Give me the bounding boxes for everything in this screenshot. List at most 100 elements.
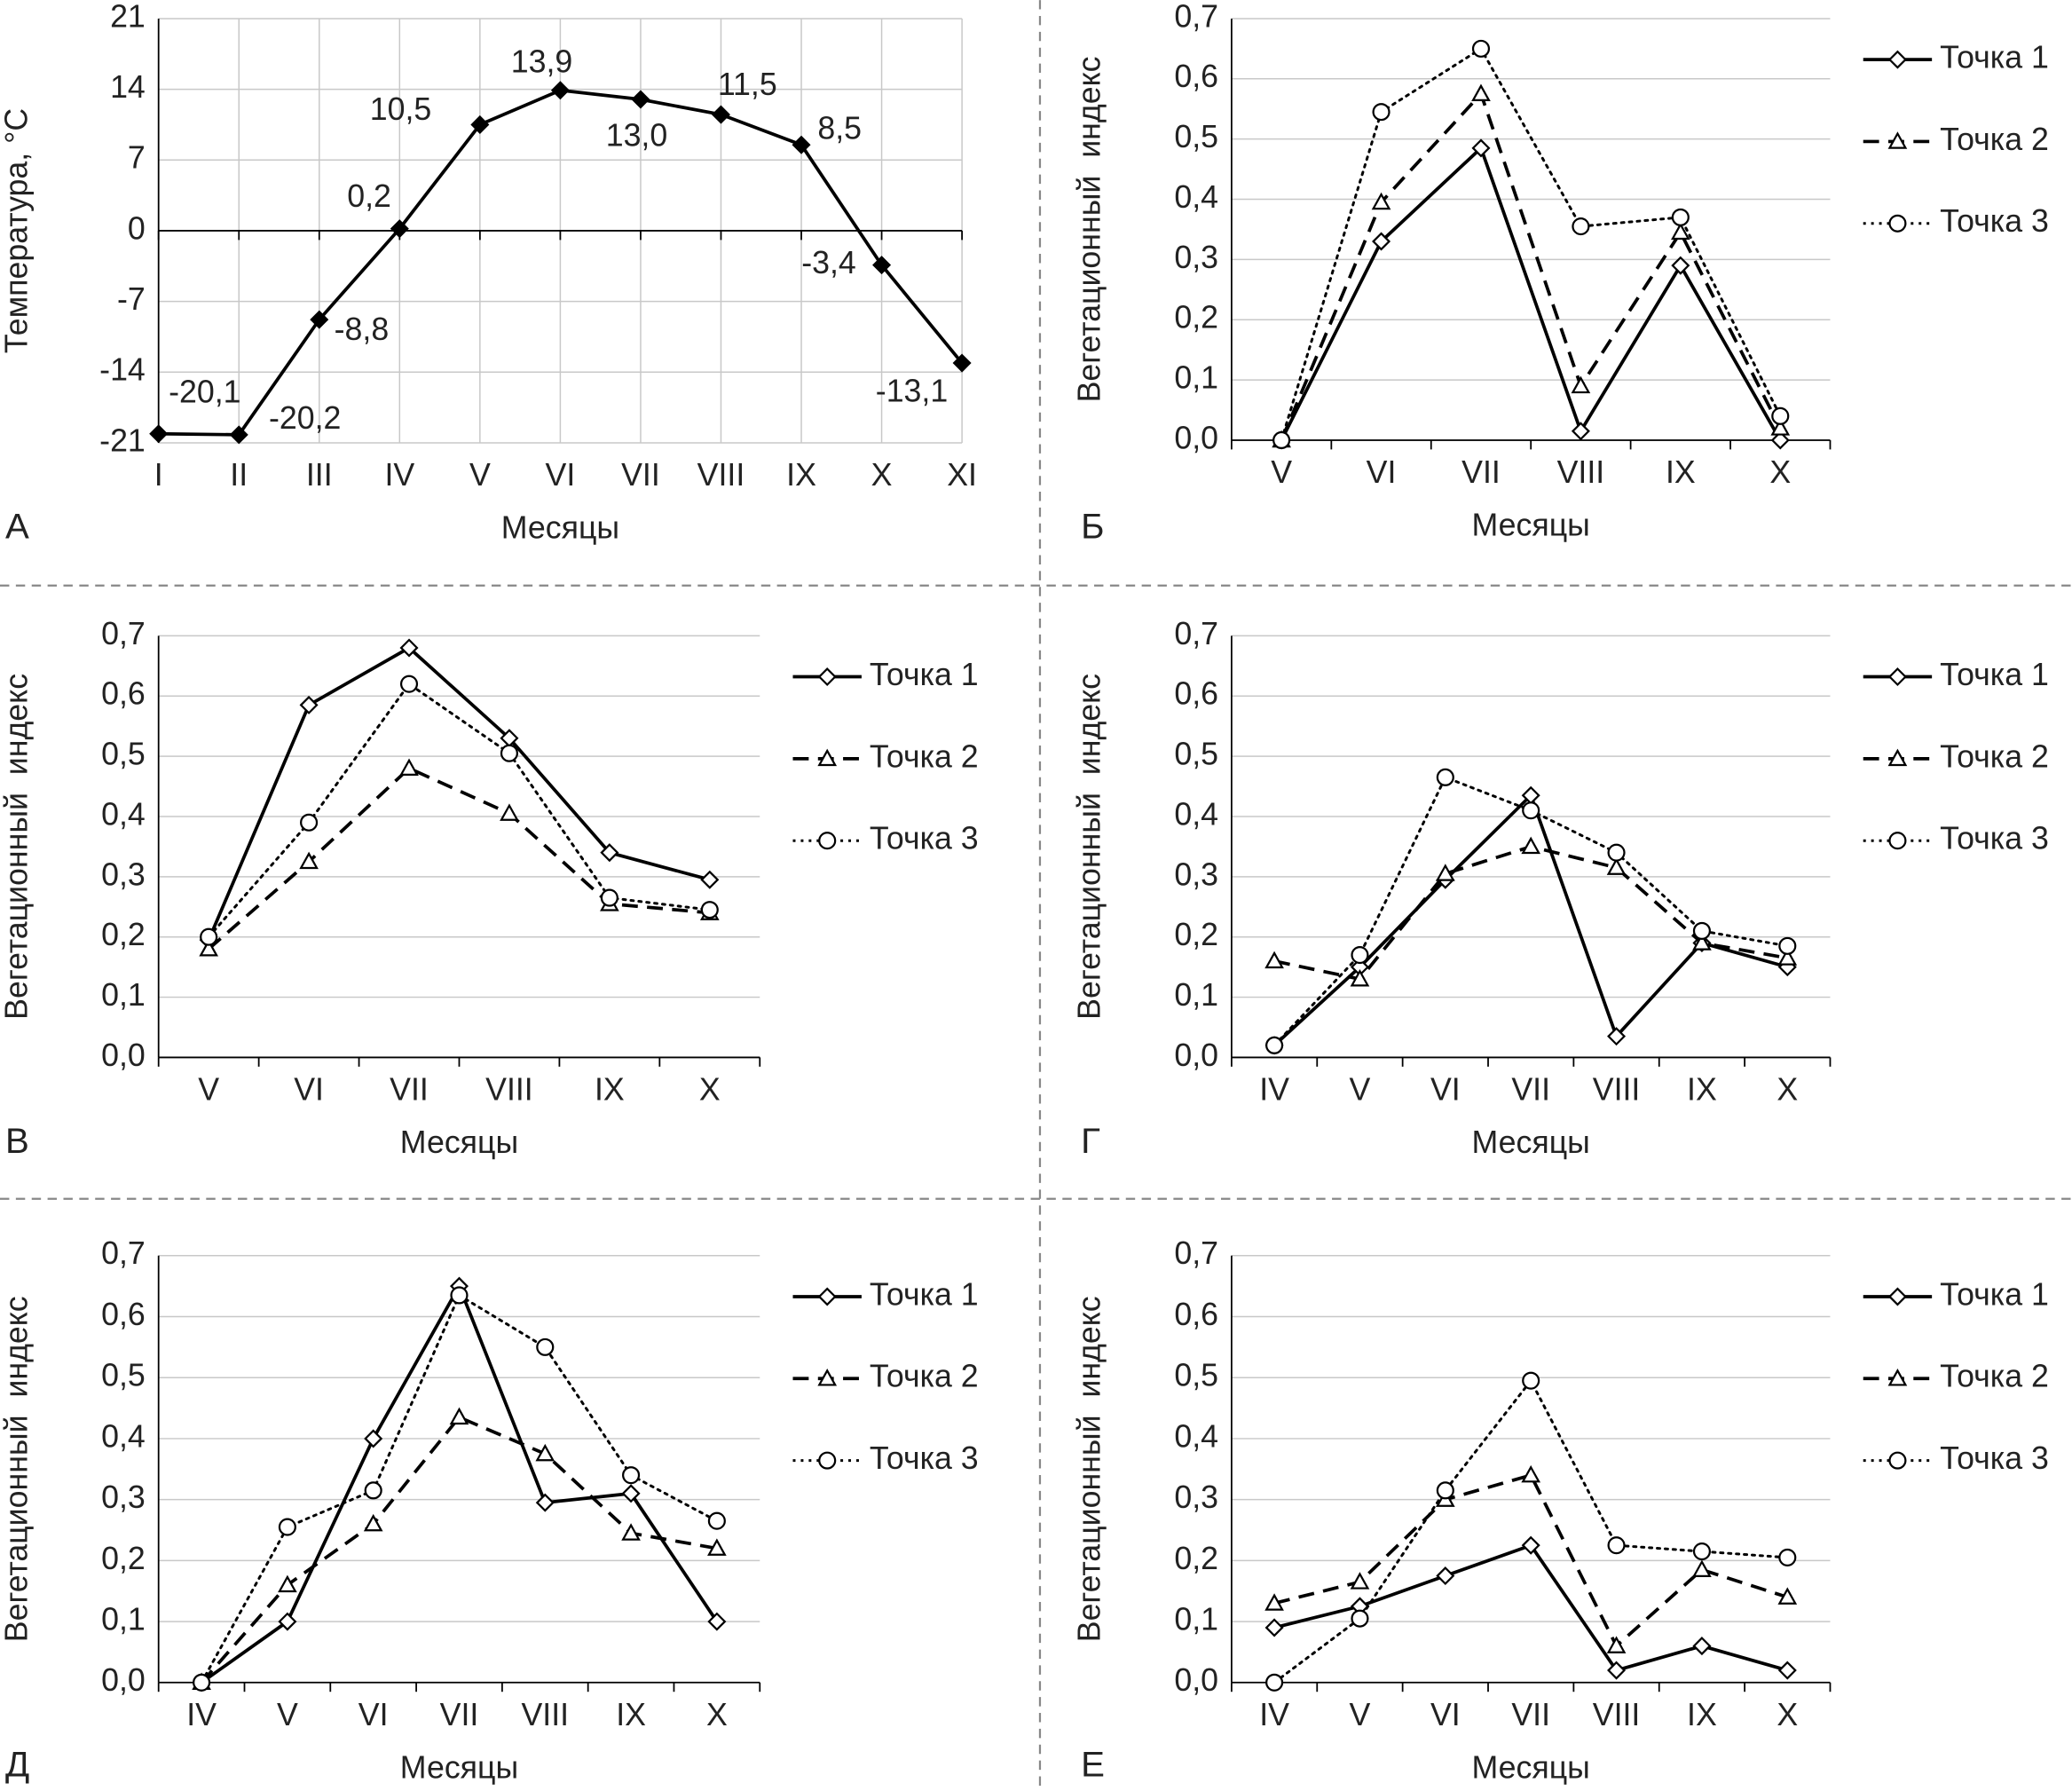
legend-marker bbox=[1887, 1287, 1907, 1306]
marker bbox=[149, 424, 169, 444]
marker bbox=[1265, 1673, 1284, 1692]
marker bbox=[299, 851, 319, 870]
y-axis-label: Вегетационный индекс bbox=[1071, 1296, 1107, 1642]
x-tick-label: V bbox=[1350, 1697, 1371, 1732]
x-tick-label: IX bbox=[1687, 1072, 1717, 1108]
marker bbox=[1770, 430, 1790, 450]
marker bbox=[1264, 951, 1284, 969]
x-tick-label: IX bbox=[616, 1697, 646, 1732]
marker bbox=[1272, 430, 1291, 450]
y-tick-label: 0,5 bbox=[1174, 737, 1218, 772]
series-line bbox=[1280, 91, 1782, 441]
x-tick-label: X bbox=[1777, 1072, 1798, 1108]
y-tick-label: 0,1 bbox=[1174, 1602, 1218, 1637]
data-label: -13,1 bbox=[876, 374, 948, 409]
y-tick-label: 0,4 bbox=[101, 796, 146, 832]
y-tick-label: 7 bbox=[128, 140, 146, 176]
marker bbox=[1571, 375, 1591, 394]
marker bbox=[1351, 1609, 1369, 1628]
panel-label: Г bbox=[1081, 1121, 1100, 1161]
marker bbox=[363, 1513, 383, 1532]
legend-marker bbox=[818, 1451, 837, 1470]
marker bbox=[1436, 1481, 1454, 1500]
y-tick-label: 0,4 bbox=[1174, 796, 1218, 832]
marker bbox=[1778, 1548, 1797, 1566]
y-tick-label: 0,3 bbox=[1174, 1479, 1218, 1515]
marker bbox=[550, 81, 570, 100]
marker bbox=[1265, 1036, 1284, 1054]
y-tick-label: 0,6 bbox=[1174, 59, 1218, 94]
x-axis-label: Месяцы bbox=[501, 510, 619, 546]
x-tick-label: V bbox=[198, 1072, 219, 1108]
x-tick-label: VIII bbox=[1593, 1697, 1641, 1732]
marker bbox=[792, 135, 811, 154]
marker bbox=[1350, 1572, 1370, 1590]
x-axis-label: Месяцы bbox=[1472, 508, 1590, 543]
x-tick-label: X bbox=[1769, 454, 1791, 490]
marker bbox=[399, 638, 419, 658]
data-label: -8,8 bbox=[335, 312, 390, 347]
data-label: 13,9 bbox=[511, 43, 573, 79]
data-label: 0,2 bbox=[347, 178, 391, 214]
marker bbox=[364, 1481, 382, 1500]
series-line bbox=[1272, 1377, 1789, 1684]
legend-label: Точка 1 bbox=[1940, 1276, 2049, 1312]
x-tick-label: VIII bbox=[521, 1697, 569, 1732]
x-tick-label: IV bbox=[384, 457, 414, 493]
marker bbox=[1264, 1593, 1284, 1611]
y-tick-label: 0,7 bbox=[1174, 616, 1218, 651]
marker bbox=[1522, 801, 1540, 820]
legend-marker bbox=[1887, 748, 1908, 767]
legend-label: Точка 3 bbox=[1940, 1440, 2049, 1476]
marker bbox=[1777, 1661, 1797, 1680]
marker bbox=[199, 939, 218, 957]
marker bbox=[1372, 103, 1391, 122]
marker bbox=[1777, 948, 1798, 966]
legend-label: Точка 2 bbox=[870, 738, 979, 774]
marker bbox=[600, 843, 619, 863]
marker bbox=[278, 1612, 297, 1631]
legend-label: Точка 2 bbox=[1940, 738, 2049, 774]
y-tick-label: -7 bbox=[117, 281, 146, 317]
x-tick-label: VII bbox=[1511, 1072, 1550, 1108]
y-tick-label: 0,5 bbox=[101, 1358, 146, 1393]
y-tick-label: 0 bbox=[128, 210, 146, 246]
x-tick-label: IV bbox=[1259, 1697, 1289, 1732]
y-tick-label: 0,6 bbox=[101, 676, 146, 712]
x-tick-label: IV bbox=[1259, 1072, 1289, 1108]
y-tick-label: 0,7 bbox=[101, 616, 146, 651]
series-line bbox=[207, 682, 712, 939]
marker bbox=[1692, 933, 1712, 951]
y-tick-label: 0,0 bbox=[1174, 1038, 1218, 1073]
y-tick-label: 0,7 bbox=[1174, 1235, 1218, 1271]
series-line bbox=[1280, 46, 1782, 442]
y-tick-label: -14 bbox=[99, 352, 146, 388]
marker bbox=[621, 1484, 641, 1503]
y-axis-label: Вегетационный индекс bbox=[0, 674, 34, 1020]
marker bbox=[535, 1493, 555, 1512]
y-tick-label: 21 bbox=[110, 0, 146, 34]
marker bbox=[364, 1429, 383, 1448]
marker bbox=[700, 901, 719, 919]
data-label: 8,5 bbox=[817, 110, 862, 146]
y-tick-label: 0,2 bbox=[1174, 300, 1218, 335]
data-label: -20,1 bbox=[169, 374, 240, 409]
legend-marker bbox=[1888, 214, 1907, 233]
legend-marker bbox=[818, 832, 837, 850]
y-tick-label: 0,0 bbox=[1174, 1662, 1218, 1698]
y-tick-label: 0,0 bbox=[101, 1662, 146, 1698]
marker bbox=[711, 105, 730, 124]
y-tick-label: 0,4 bbox=[1174, 1418, 1218, 1454]
y-tick-label: 0,5 bbox=[1174, 119, 1218, 154]
series-line bbox=[200, 1293, 719, 1684]
y-tick-label: 0,1 bbox=[101, 1602, 146, 1637]
legend-marker bbox=[817, 667, 837, 687]
marker bbox=[622, 1466, 641, 1485]
marker bbox=[450, 1286, 469, 1305]
x-tick-label: VIII bbox=[697, 457, 745, 493]
legend-label: Точка 2 bbox=[1940, 122, 2049, 157]
marker bbox=[1692, 1637, 1712, 1656]
marker bbox=[1436, 1566, 1455, 1586]
y-tick-label: 0,3 bbox=[101, 1479, 146, 1515]
series-line bbox=[207, 645, 711, 941]
